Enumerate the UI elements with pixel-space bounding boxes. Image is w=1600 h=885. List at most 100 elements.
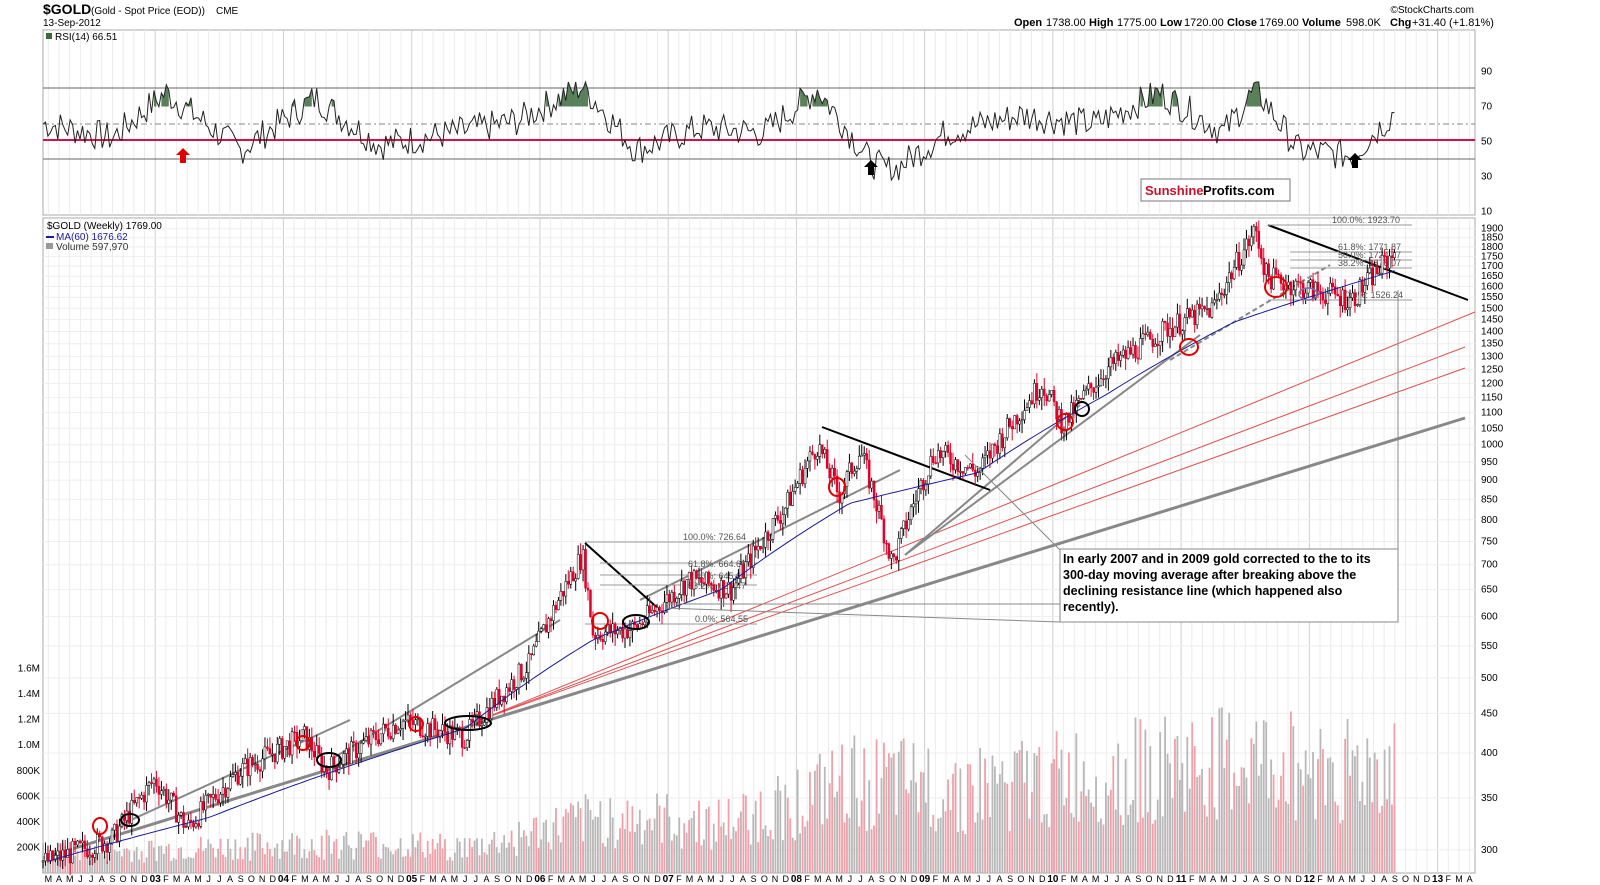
price-candle-body <box>766 531 770 541</box>
volume-bar <box>515 855 518 873</box>
price-legend: $GOLD (Weekly) 1769.00 <box>47 221 162 232</box>
volume-bar <box>979 748 982 873</box>
price-candle-body <box>796 483 799 488</box>
volume-bar <box>399 838 402 873</box>
volume-bar <box>1058 768 1060 873</box>
price-candle-body <box>872 480 876 501</box>
price-candle-body <box>914 500 918 505</box>
volume-bar <box>569 803 572 873</box>
volume-bar <box>1376 759 1379 873</box>
price-candle-body <box>303 726 306 731</box>
volume-bar <box>1299 769 1302 873</box>
volume-bar <box>947 779 949 873</box>
volume-bar <box>905 789 908 873</box>
price-candle-body <box>1176 313 1179 328</box>
volume-bar <box>444 839 446 873</box>
volume-bar <box>582 841 584 873</box>
volume-bar <box>542 822 545 873</box>
volume-bar <box>407 849 409 873</box>
volume-bar <box>1045 813 1048 873</box>
volume-bar <box>1265 722 1268 873</box>
price-candle-body <box>1065 412 1068 432</box>
exchange-label: CME <box>216 6 239 17</box>
price-candle-body <box>93 853 97 858</box>
price-candle-body <box>342 753 346 765</box>
volume-bar <box>286 851 289 873</box>
price-candle-body <box>542 624 545 630</box>
x-axis-tick-label: A <box>355 874 361 884</box>
price-candle-body <box>367 736 370 745</box>
volume-bar <box>259 834 261 873</box>
volume-bar <box>1272 774 1275 873</box>
volume-bar <box>229 848 232 873</box>
watermark-profits: Profits.com <box>1203 183 1275 198</box>
ma-line <box>47 270 1395 862</box>
x-axis-tick-label: A <box>1125 874 1131 884</box>
price-candle-body <box>1255 226 1258 232</box>
price-candle-body <box>584 549 587 589</box>
price-candle-body <box>976 472 979 477</box>
price-tick-label: 850 <box>1481 494 1498 505</box>
price-candle-body <box>160 790 163 795</box>
volume-bar <box>244 847 247 873</box>
volume-bar <box>707 806 710 873</box>
volume-bar <box>858 826 861 873</box>
price-candle-body <box>352 741 355 744</box>
price-candle-body <box>690 572 693 590</box>
price-candle-body <box>1334 286 1337 295</box>
price-candle-body <box>1104 378 1108 380</box>
volume-bar <box>495 847 498 873</box>
price-candle-body <box>261 758 264 772</box>
price-candle-body <box>1269 276 1273 290</box>
price-candle-body <box>96 834 99 855</box>
volume-bar <box>66 856 69 873</box>
price-candle-body <box>673 591 676 603</box>
price-candle-body <box>1119 354 1122 361</box>
price-candle-body <box>936 450 940 464</box>
volume-bar <box>1033 753 1036 873</box>
volume-bar <box>959 768 962 873</box>
volume-bar <box>769 829 772 873</box>
volume-bars <box>42 707 1396 873</box>
red-circle-2005 <box>408 716 424 732</box>
volume-bar <box>1018 749 1021 873</box>
volume-bar <box>1386 799 1388 873</box>
price-candle-body <box>885 542 888 545</box>
volume-bar <box>564 809 567 873</box>
volume-bar <box>1109 789 1112 873</box>
volume-bar <box>103 856 106 873</box>
price-candle-body <box>621 627 624 639</box>
volume-bar <box>663 807 666 873</box>
price-candle-body <box>522 678 526 681</box>
price-tick-label: 300 <box>1481 845 1498 856</box>
price-candle-body <box>771 518 775 540</box>
price-candle-body <box>470 719 474 723</box>
price-candle-body <box>293 731 296 734</box>
volume-bar <box>801 815 804 873</box>
price-candle-body <box>493 698 496 708</box>
price-candle-body <box>1373 266 1376 286</box>
volume-bar <box>471 847 474 873</box>
volume-bar <box>850 748 853 873</box>
price-candle-body <box>1121 349 1125 356</box>
price-candle-body <box>1013 415 1016 430</box>
x-axis-tick-label: 08 <box>791 874 803 885</box>
x-axis-tick-label: N <box>131 874 138 884</box>
price-candle-body <box>1380 254 1384 274</box>
volume-bar <box>271 856 274 873</box>
price-tick-label: 1300 <box>1481 351 1504 362</box>
price-candle-body <box>1099 378 1103 387</box>
volume-bar <box>1112 755 1115 873</box>
volume-bar <box>1072 817 1075 873</box>
volume-bar <box>880 778 883 873</box>
price-candle-body <box>1235 251 1238 268</box>
volume-bar <box>557 835 560 873</box>
volume-bar <box>673 833 676 873</box>
price-candle-body <box>236 772 240 785</box>
volume-bar <box>264 854 266 873</box>
price-tick-label: 750 <box>1481 536 1498 547</box>
volume-bar <box>818 753 821 873</box>
x-axis-tick-label: 06 <box>534 874 546 885</box>
price-candle-body <box>147 782 151 786</box>
